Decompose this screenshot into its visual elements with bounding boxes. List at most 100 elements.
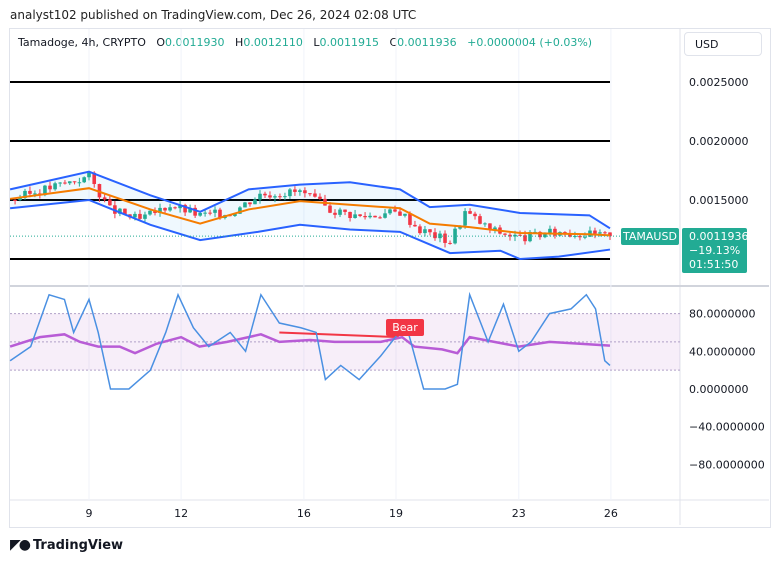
candle-body — [603, 232, 607, 234]
candle-body — [188, 207, 192, 213]
candle-body — [178, 204, 182, 209]
candle-body — [28, 190, 32, 194]
chart-frame — [9, 28, 771, 528]
candle-body — [183, 204, 187, 213]
candle-body — [423, 229, 427, 234]
candle-body — [213, 209, 217, 213]
candle-body — [453, 228, 457, 244]
candle-body — [413, 224, 417, 227]
time-tick-label: 9 — [86, 507, 93, 520]
candle-body — [263, 193, 267, 196]
candle-body — [198, 212, 202, 216]
close-value: 0.0011936 — [397, 36, 457, 49]
open-label: O — [156, 36, 166, 49]
candle-body — [77, 182, 82, 184]
candle-body — [358, 214, 362, 217]
candle-body — [483, 223, 487, 225]
candle-body — [63, 182, 67, 184]
price-tag-price: 0.0011936 — [689, 230, 749, 243]
candle-body — [33, 193, 37, 195]
candle-body — [508, 234, 512, 237]
time-tick-label: 19 — [389, 507, 403, 520]
candle-body — [353, 214, 357, 218]
candle-body — [298, 190, 302, 192]
candle-body — [97, 184, 102, 198]
candle-body — [283, 196, 287, 198]
candle-body — [523, 235, 527, 242]
bear-divergence-line — [279, 331, 400, 339]
price-tag-change: −19.13% — [689, 244, 740, 257]
candle-body — [348, 211, 352, 218]
candle-body — [468, 211, 472, 214]
candle-body — [303, 190, 307, 194]
candle-body — [478, 216, 482, 224]
candle-body — [23, 190, 27, 198]
candle-body — [118, 208, 122, 214]
candle-body — [203, 212, 207, 214]
candle-body — [473, 213, 477, 217]
candle-body — [518, 234, 522, 236]
candle-body — [428, 229, 432, 233]
candle-body — [148, 210, 152, 215]
candle-body — [333, 212, 337, 215]
candle-body — [313, 193, 317, 197]
bear-label-bg — [386, 319, 424, 336]
bollinger-basis-line — [9, 187, 611, 237]
tradingview-logo[interactable]: ◤● TradingView — [10, 537, 123, 553]
candle-body — [168, 207, 172, 211]
candle-body — [393, 209, 397, 212]
price-tick-label: 0.0020000 — [689, 135, 749, 148]
candle-body — [208, 212, 212, 214]
stoch-line — [9, 291, 611, 390]
candle-body — [293, 189, 297, 192]
candle-body — [273, 196, 277, 198]
candle-body — [258, 193, 262, 200]
candle-body — [513, 234, 517, 237]
candle-body — [488, 223, 492, 230]
candle-body — [373, 215, 377, 218]
bear-label: Bear — [392, 321, 418, 334]
candle-body — [288, 189, 292, 197]
publish-info: analyst102 published on TradingView.com,… — [10, 8, 417, 22]
symbol-tag: TAMAUSD — [622, 230, 677, 243]
candle-body — [92, 172, 97, 185]
candle-body — [193, 207, 197, 216]
change-value: +0.0000004 (+0.03%) — [467, 36, 593, 49]
candle-body — [18, 197, 22, 201]
candle-body — [218, 209, 222, 219]
close-label: C — [389, 36, 398, 49]
candle-body — [548, 228, 552, 235]
footer-logo-text: TradingView — [32, 537, 124, 553]
symbol-tag-bg — [621, 228, 679, 245]
candle-body — [243, 202, 247, 208]
time-tick-label: 26 — [604, 507, 618, 520]
candle-body — [123, 208, 127, 215]
candle-body — [108, 199, 112, 206]
candle-body — [503, 233, 507, 235]
symbol-name: Tamadoge, 4h, CRYPTO — [18, 36, 146, 49]
low-value: 0.0011915 — [319, 36, 379, 49]
price-tag-bg — [682, 228, 747, 273]
time-tick-label: 16 — [297, 507, 311, 520]
price-tick-label: 0.0015000 — [689, 194, 749, 207]
currency-button[interactable]: USD — [684, 32, 762, 56]
candle-body — [43, 185, 47, 196]
candle-body — [328, 205, 332, 213]
candle-body — [538, 231, 542, 238]
candle-body — [163, 207, 167, 211]
oscillator-tick-label: 80.0000000 — [689, 308, 755, 321]
candle-body — [233, 213, 237, 216]
candle-body — [493, 227, 497, 230]
candle-body — [383, 213, 387, 218]
candle-body — [403, 213, 407, 216]
candle-body — [153, 210, 157, 213]
candle-body — [368, 215, 372, 218]
candle-body — [388, 209, 392, 214]
candle-body — [553, 228, 557, 236]
time-tick-label: 12 — [174, 507, 188, 520]
candle-body — [418, 226, 422, 234]
oscillator-tick-label: −40.0000000 — [689, 421, 765, 434]
bollinger-fill — [10, 171, 610, 259]
candle-body — [278, 196, 282, 198]
